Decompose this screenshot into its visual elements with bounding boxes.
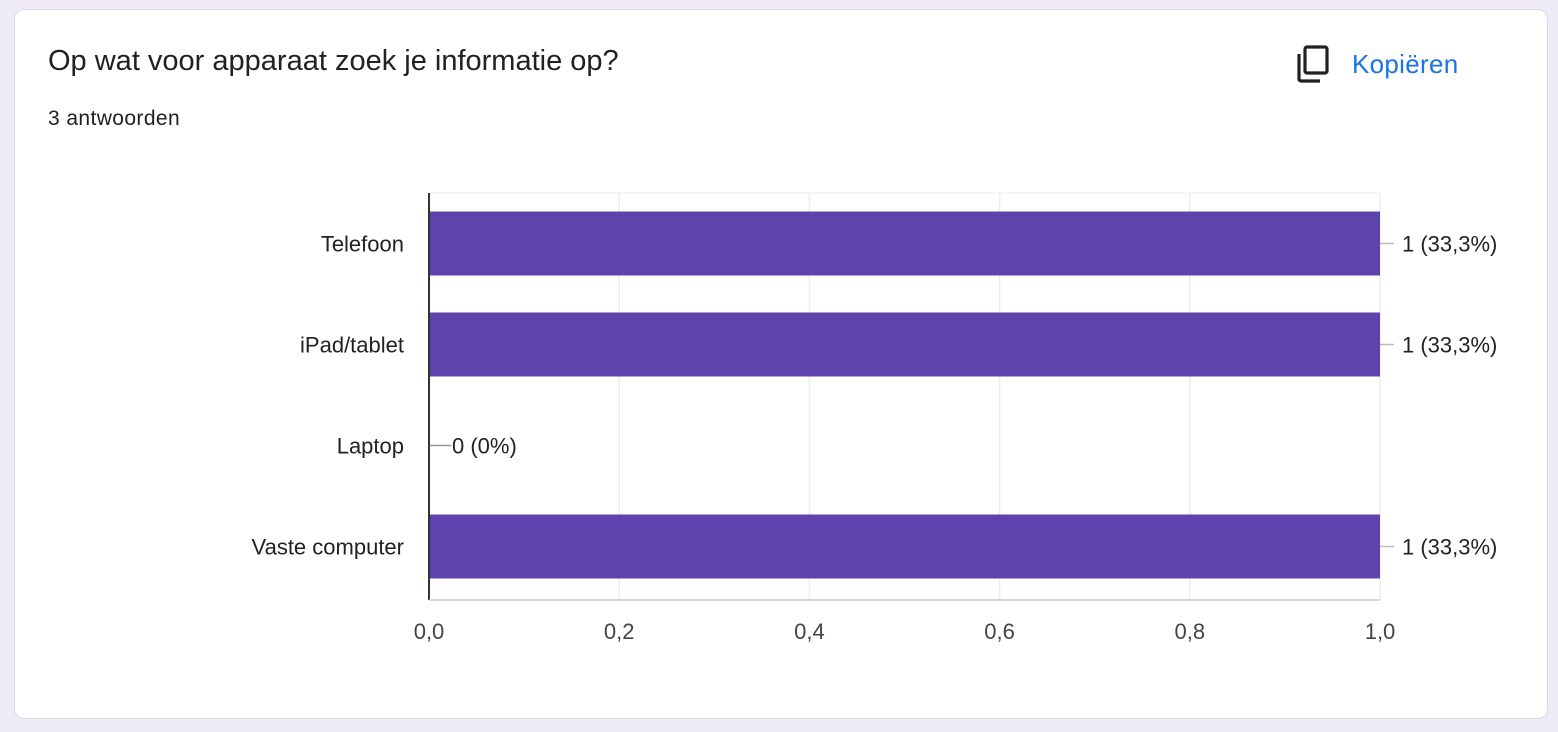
copy-icon	[1296, 45, 1330, 83]
x-tick-label: 0,8	[1175, 619, 1206, 644]
category-label: Vaste computer	[252, 535, 404, 560]
data-label: 1 (33,3%)	[1402, 333, 1497, 358]
x-tick-label: 1,0	[1365, 619, 1396, 644]
data-label: 1 (33,3%)	[1402, 535, 1497, 560]
bar	[429, 312, 1380, 377]
x-tick-label: 0,4	[794, 619, 825, 644]
response-count: 3 antwoorden	[48, 107, 181, 130]
x-tick-label: 0,0	[414, 619, 445, 644]
data-label: 1 (33,3%)	[1402, 232, 1497, 257]
question-title: Op wat voor apparaat zoek je informatie …	[48, 45, 619, 77]
bar	[429, 514, 1380, 579]
x-tick-label: 0,6	[984, 619, 1015, 644]
copy-button-label: Kopiëren	[1352, 48, 1459, 79]
x-tick-label: 0,2	[604, 619, 635, 644]
bar	[429, 211, 1380, 276]
copy-button[interactable]: Kopiëren	[1296, 40, 1458, 88]
data-label: 0 (0%)	[452, 434, 517, 459]
category-label: Telefoon	[321, 232, 404, 257]
category-label: Laptop	[337, 434, 404, 459]
category-label: iPad/tablet	[300, 333, 404, 358]
